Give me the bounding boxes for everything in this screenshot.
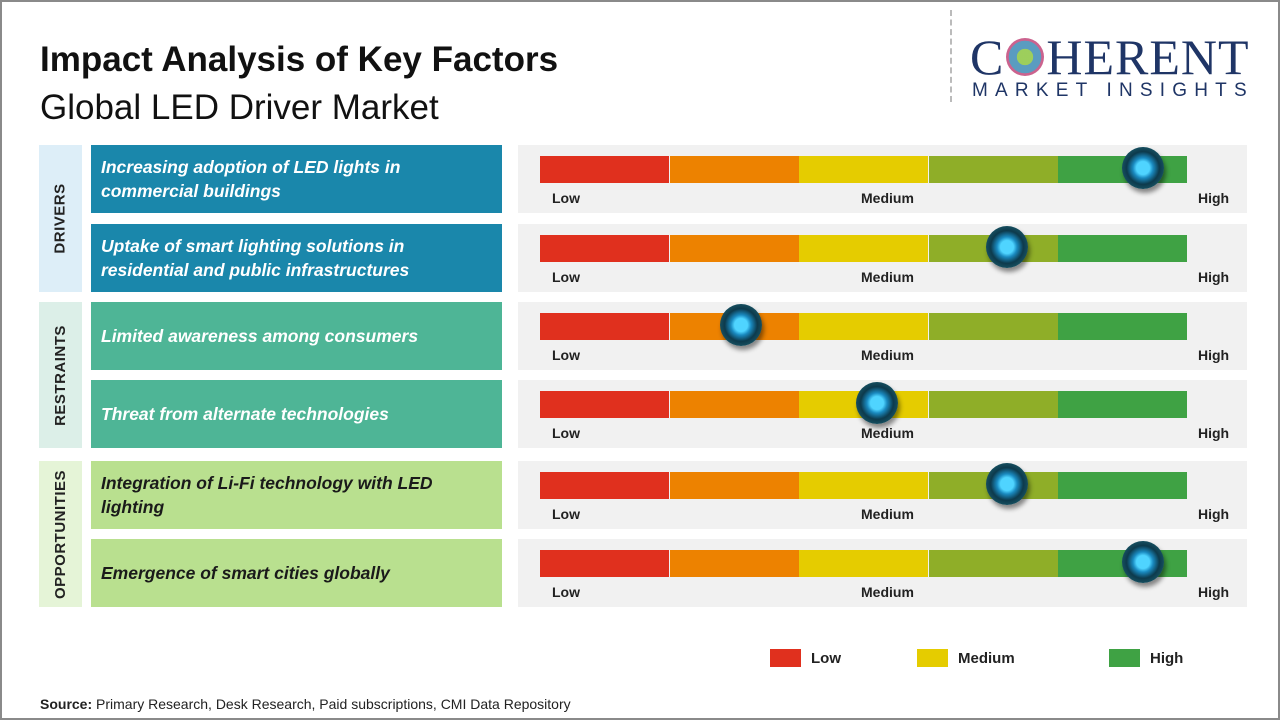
scale-label: High (1198, 506, 1230, 522)
impact-marker (1121, 541, 1164, 583)
scale-label: High (1198, 425, 1230, 441)
source-text: Primary Research, Desk Research, Paid su… (92, 696, 571, 712)
impact-marker (985, 226, 1028, 268)
gauge-segment (1058, 235, 1188, 262)
impact-gauge: Low Medium High (518, 380, 1247, 448)
gauge-segment (799, 472, 929, 499)
legend-medium: Medium (917, 649, 1015, 667)
source-label: Source: (40, 696, 93, 712)
factor-label: Integration of Li-Fi technology with LED… (91, 461, 502, 529)
page-title: Impact Analysis of Key Factors (40, 40, 559, 79)
legend-label: Medium (958, 649, 1015, 667)
scale-label: Low (552, 269, 580, 285)
scale-label: Low (552, 506, 580, 522)
gauge-segment (669, 472, 799, 499)
gauge-segment (1058, 472, 1188, 499)
impact-marker (855, 382, 898, 424)
gauge-segment (669, 550, 799, 577)
scale-label: Low (552, 347, 580, 363)
legend-low: Low (770, 649, 841, 667)
factor-label: Threat from alternate technologies (91, 380, 502, 448)
category-label: OPPORTUNITIES (52, 469, 70, 599)
impact-gauge: Low Medium High (518, 302, 1247, 370)
impact-marker (985, 463, 1028, 505)
factor-label: Emergence of smart cities globally (91, 539, 502, 607)
scale-label: Low (552, 425, 580, 441)
gauge-segment (799, 235, 929, 262)
gauge-segment (540, 472, 669, 499)
legend-swatch-high (1109, 649, 1140, 667)
impact-gauge: Low Medium High (518, 539, 1247, 607)
scale-label: Medium (861, 269, 914, 285)
scale-label: Medium (861, 506, 914, 522)
gauge-segment (799, 313, 929, 340)
logo-subtitle: MARKET INSIGHTS (972, 80, 1254, 101)
scale-label: High (1198, 269, 1230, 285)
factor-label: Uptake of smart lighting solutions in re… (91, 224, 502, 292)
logo-letter: C (970, 29, 1005, 85)
gauge-segment (928, 391, 1058, 418)
category-label: DRIVERS (52, 183, 69, 254)
gauge-segment (928, 313, 1058, 340)
impact-marker (1121, 147, 1164, 189)
legend-swatch-medium (917, 649, 948, 667)
gauge-segment (799, 156, 929, 183)
gauge-segment (1058, 313, 1188, 340)
impact-gauge: Low Medium High (518, 461, 1247, 529)
impact-gauge: Low Medium High (518, 145, 1247, 213)
scale-label: Medium (861, 425, 914, 441)
scale-label: High (1198, 190, 1230, 206)
legend-swatch-low (770, 649, 801, 667)
impact-gauge: Low Medium High (518, 224, 1247, 292)
gauge-segment (1058, 391, 1188, 418)
gauge-segment (540, 391, 669, 418)
scale-label: Low (552, 190, 580, 206)
gauge-segment (669, 391, 799, 418)
gauge-segment (928, 550, 1058, 577)
legend-label: High (1150, 649, 1184, 667)
logo-globe-icon (1006, 38, 1045, 76)
category-label: RESTRAINTS (52, 324, 69, 426)
scale-label: Medium (861, 190, 914, 206)
scale-label: Low (552, 584, 580, 600)
impact-marker (719, 304, 762, 346)
scale-label: High (1198, 347, 1230, 363)
gauge-segment (540, 550, 669, 577)
category-restraints: RESTRAINTS (39, 302, 82, 448)
category-opportunities: OPPORTUNITIES (39, 461, 82, 607)
legend-high: High (1109, 649, 1183, 667)
scale-label: Medium (861, 584, 914, 600)
gauge-segment (669, 235, 799, 262)
source-note: Source: Primary Research, Desk Research,… (40, 696, 571, 712)
scale-label: Medium (861, 347, 914, 363)
page-subtitle: Global LED Driver Market (40, 88, 439, 127)
gauge-segment (669, 156, 799, 183)
factor-label: Limited awareness among consumers (91, 302, 502, 370)
gauge-segment (540, 235, 669, 262)
gauge-segment (540, 313, 669, 340)
gauge-segment (928, 156, 1058, 183)
factor-label: Increasing adoption of LED lights in com… (91, 145, 502, 213)
logo-divider (950, 10, 952, 102)
logo: C HERENT (970, 28, 1250, 86)
gauge-segment (540, 156, 669, 183)
scale-label: High (1198, 584, 1230, 600)
logo-text: HERENT (1046, 29, 1250, 85)
category-drivers: DRIVERS (39, 145, 82, 292)
gauge-segment (799, 550, 929, 577)
legend-label: Low (811, 649, 841, 667)
